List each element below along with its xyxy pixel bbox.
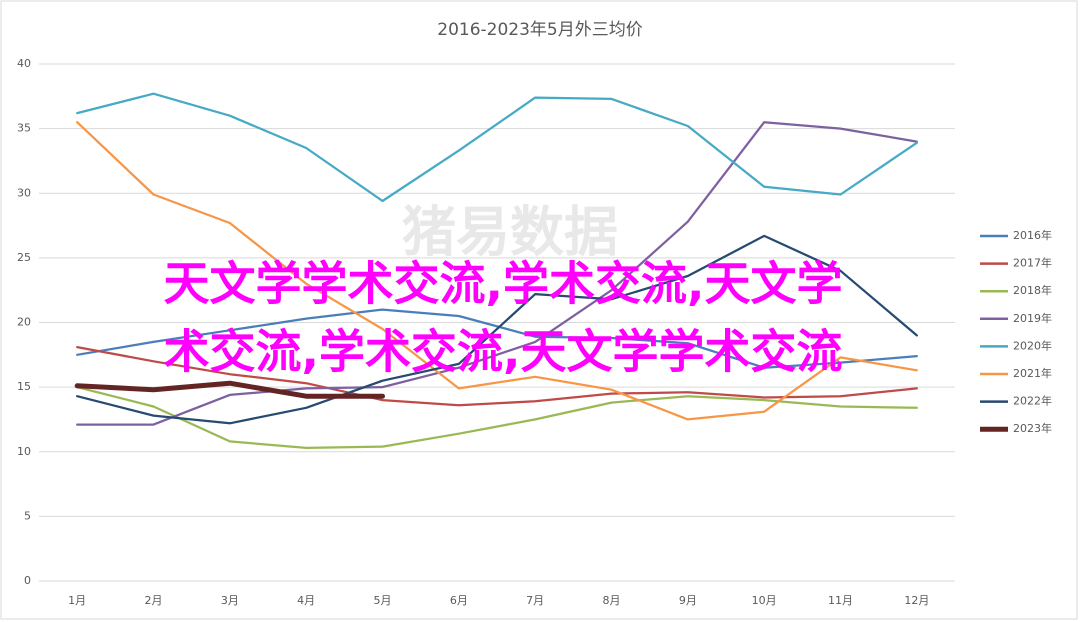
legend-label: 2022年 [1013,394,1052,408]
legend-label: 2017年 [1013,256,1052,270]
x-tick-label: 8月 [603,594,621,607]
series-line [76,385,918,450]
legend-label: 2020年 [1013,338,1052,352]
series-line [76,121,918,421]
x-tick-label: 10月 [752,594,777,607]
x-tick-label: 12月 [904,594,929,607]
x-tick-label: 6月 [450,594,468,607]
series-line [76,121,918,426]
chart-title: 2016-2023年5月外三均价 [437,20,642,40]
y-tick-label: 35 [17,122,31,135]
legend-label: 2021年 [1013,366,1052,380]
legend-label: 2023年 [1013,421,1052,435]
y-tick-label: 0 [24,574,31,587]
y-tick-label: 10 [17,445,31,458]
y-tick-label: 5 [24,509,31,522]
x-tick-label: 7月 [526,594,544,607]
series-line [76,92,918,203]
x-tick-label: 3月 [221,594,239,607]
legend-label: 2019年 [1013,311,1052,325]
x-tick-label: 1月 [68,594,86,607]
y-tick-label: 20 [17,316,31,329]
legend-label: 2016年 [1013,228,1052,242]
series-line [76,234,918,425]
legend-label: 2018年 [1013,283,1052,297]
x-tick-label: 11月 [828,594,853,607]
y-tick-label: 40 [17,57,31,70]
watermark: 猪易数据 [402,201,618,264]
y-tick-label: 15 [17,380,31,393]
series-line [76,308,918,369]
overlay-text: 术交流,学术交流,天文学学术交流 [164,325,843,379]
series-line [74,380,385,399]
x-tick-label: 9月 [679,594,697,607]
overlay-text: 天文学学术交流,学术交流,天文学 [164,257,843,311]
y-tick-label: 25 [17,251,31,264]
x-tick-label: 5月 [374,594,392,607]
x-tick-label: 4月 [297,594,315,607]
y-tick-label: 30 [17,186,31,199]
x-tick-label: 2月 [145,594,163,607]
series-line [76,345,918,407]
